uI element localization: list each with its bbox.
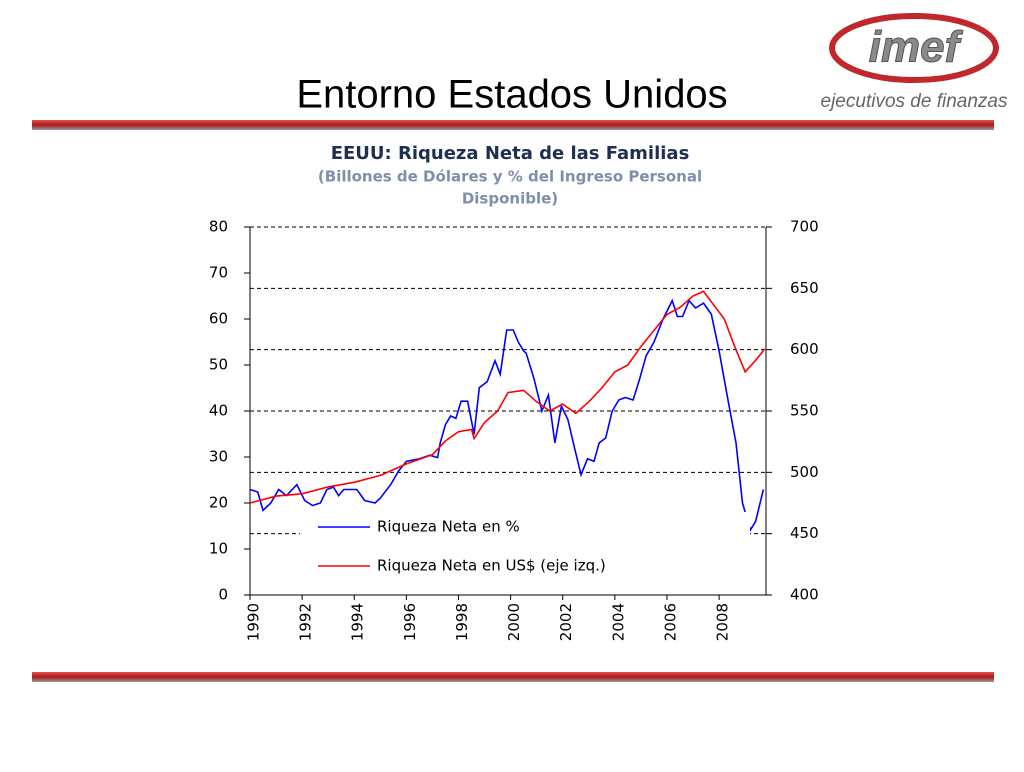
chart: EEUU: Riqueza Neta de las Familias (Billo… — [209, 143, 819, 641]
y-tick-label: 20 — [209, 494, 228, 512]
x-tick-label: 1996 — [401, 603, 419, 641]
y-tick-label: 60 — [209, 310, 228, 328]
y-tick-label: 70 — [209, 264, 228, 282]
chart-subtitle: Disponible) — [462, 190, 558, 208]
y2-tick-label: 600 — [790, 340, 819, 358]
y-tick-label: 30 — [209, 448, 228, 466]
series-line — [249, 298, 765, 532]
y-tick-label: 50 — [209, 356, 228, 374]
x-tick-label: 1992 — [297, 603, 315, 641]
y2-tick-label: 650 — [790, 279, 819, 297]
y2-tick-label: 400 — [790, 586, 819, 604]
y2-tick-label: 550 — [790, 402, 819, 420]
legend-box — [300, 512, 750, 582]
x-tick-label: 1998 — [453, 603, 471, 641]
logo-ring — [829, 13, 999, 83]
series-line — [249, 290, 766, 504]
y-tick-label: 10 — [209, 540, 228, 558]
x-tick-label: 1994 — [349, 603, 367, 641]
logo-name: imef — [869, 23, 964, 72]
x-tick-label: 1990 — [245, 603, 263, 641]
legend-label: Riqueza Neta en US$ (eje izq.) — [377, 557, 606, 575]
y2-tick-label: 500 — [790, 463, 819, 481]
logo-tagline: ejecutivos de finanzas — [821, 91, 1008, 112]
top-separator — [32, 120, 994, 130]
x-tick-label: 2006 — [661, 603, 679, 641]
x-tick-label: 2000 — [505, 603, 523, 641]
y-tick-label: 40 — [209, 402, 228, 420]
chart-subtitle: (Billones de Dólares y % del Ingreso Per… — [318, 168, 702, 186]
x-tick-label: 2004 — [609, 603, 627, 641]
slide-title: Entorno Estados Unidos — [296, 73, 727, 117]
bottom-separator — [32, 672, 994, 682]
chart-title: EEUU: Riqueza Neta de las Familias — [331, 143, 690, 164]
x-tick-label: 2002 — [557, 603, 575, 641]
legend: Riqueza Neta en % Riqueza Neta en US$ (ej… — [300, 512, 750, 582]
x-tick-label: 2008 — [714, 603, 732, 641]
y-tick-label: 0 — [218, 586, 228, 604]
y2-tick-label: 450 — [790, 524, 819, 542]
y-tick-label: 80 — [209, 218, 228, 236]
legend-label: Riqueza Neta en % — [377, 518, 520, 536]
y2-tick-label: 700 — [790, 218, 819, 236]
